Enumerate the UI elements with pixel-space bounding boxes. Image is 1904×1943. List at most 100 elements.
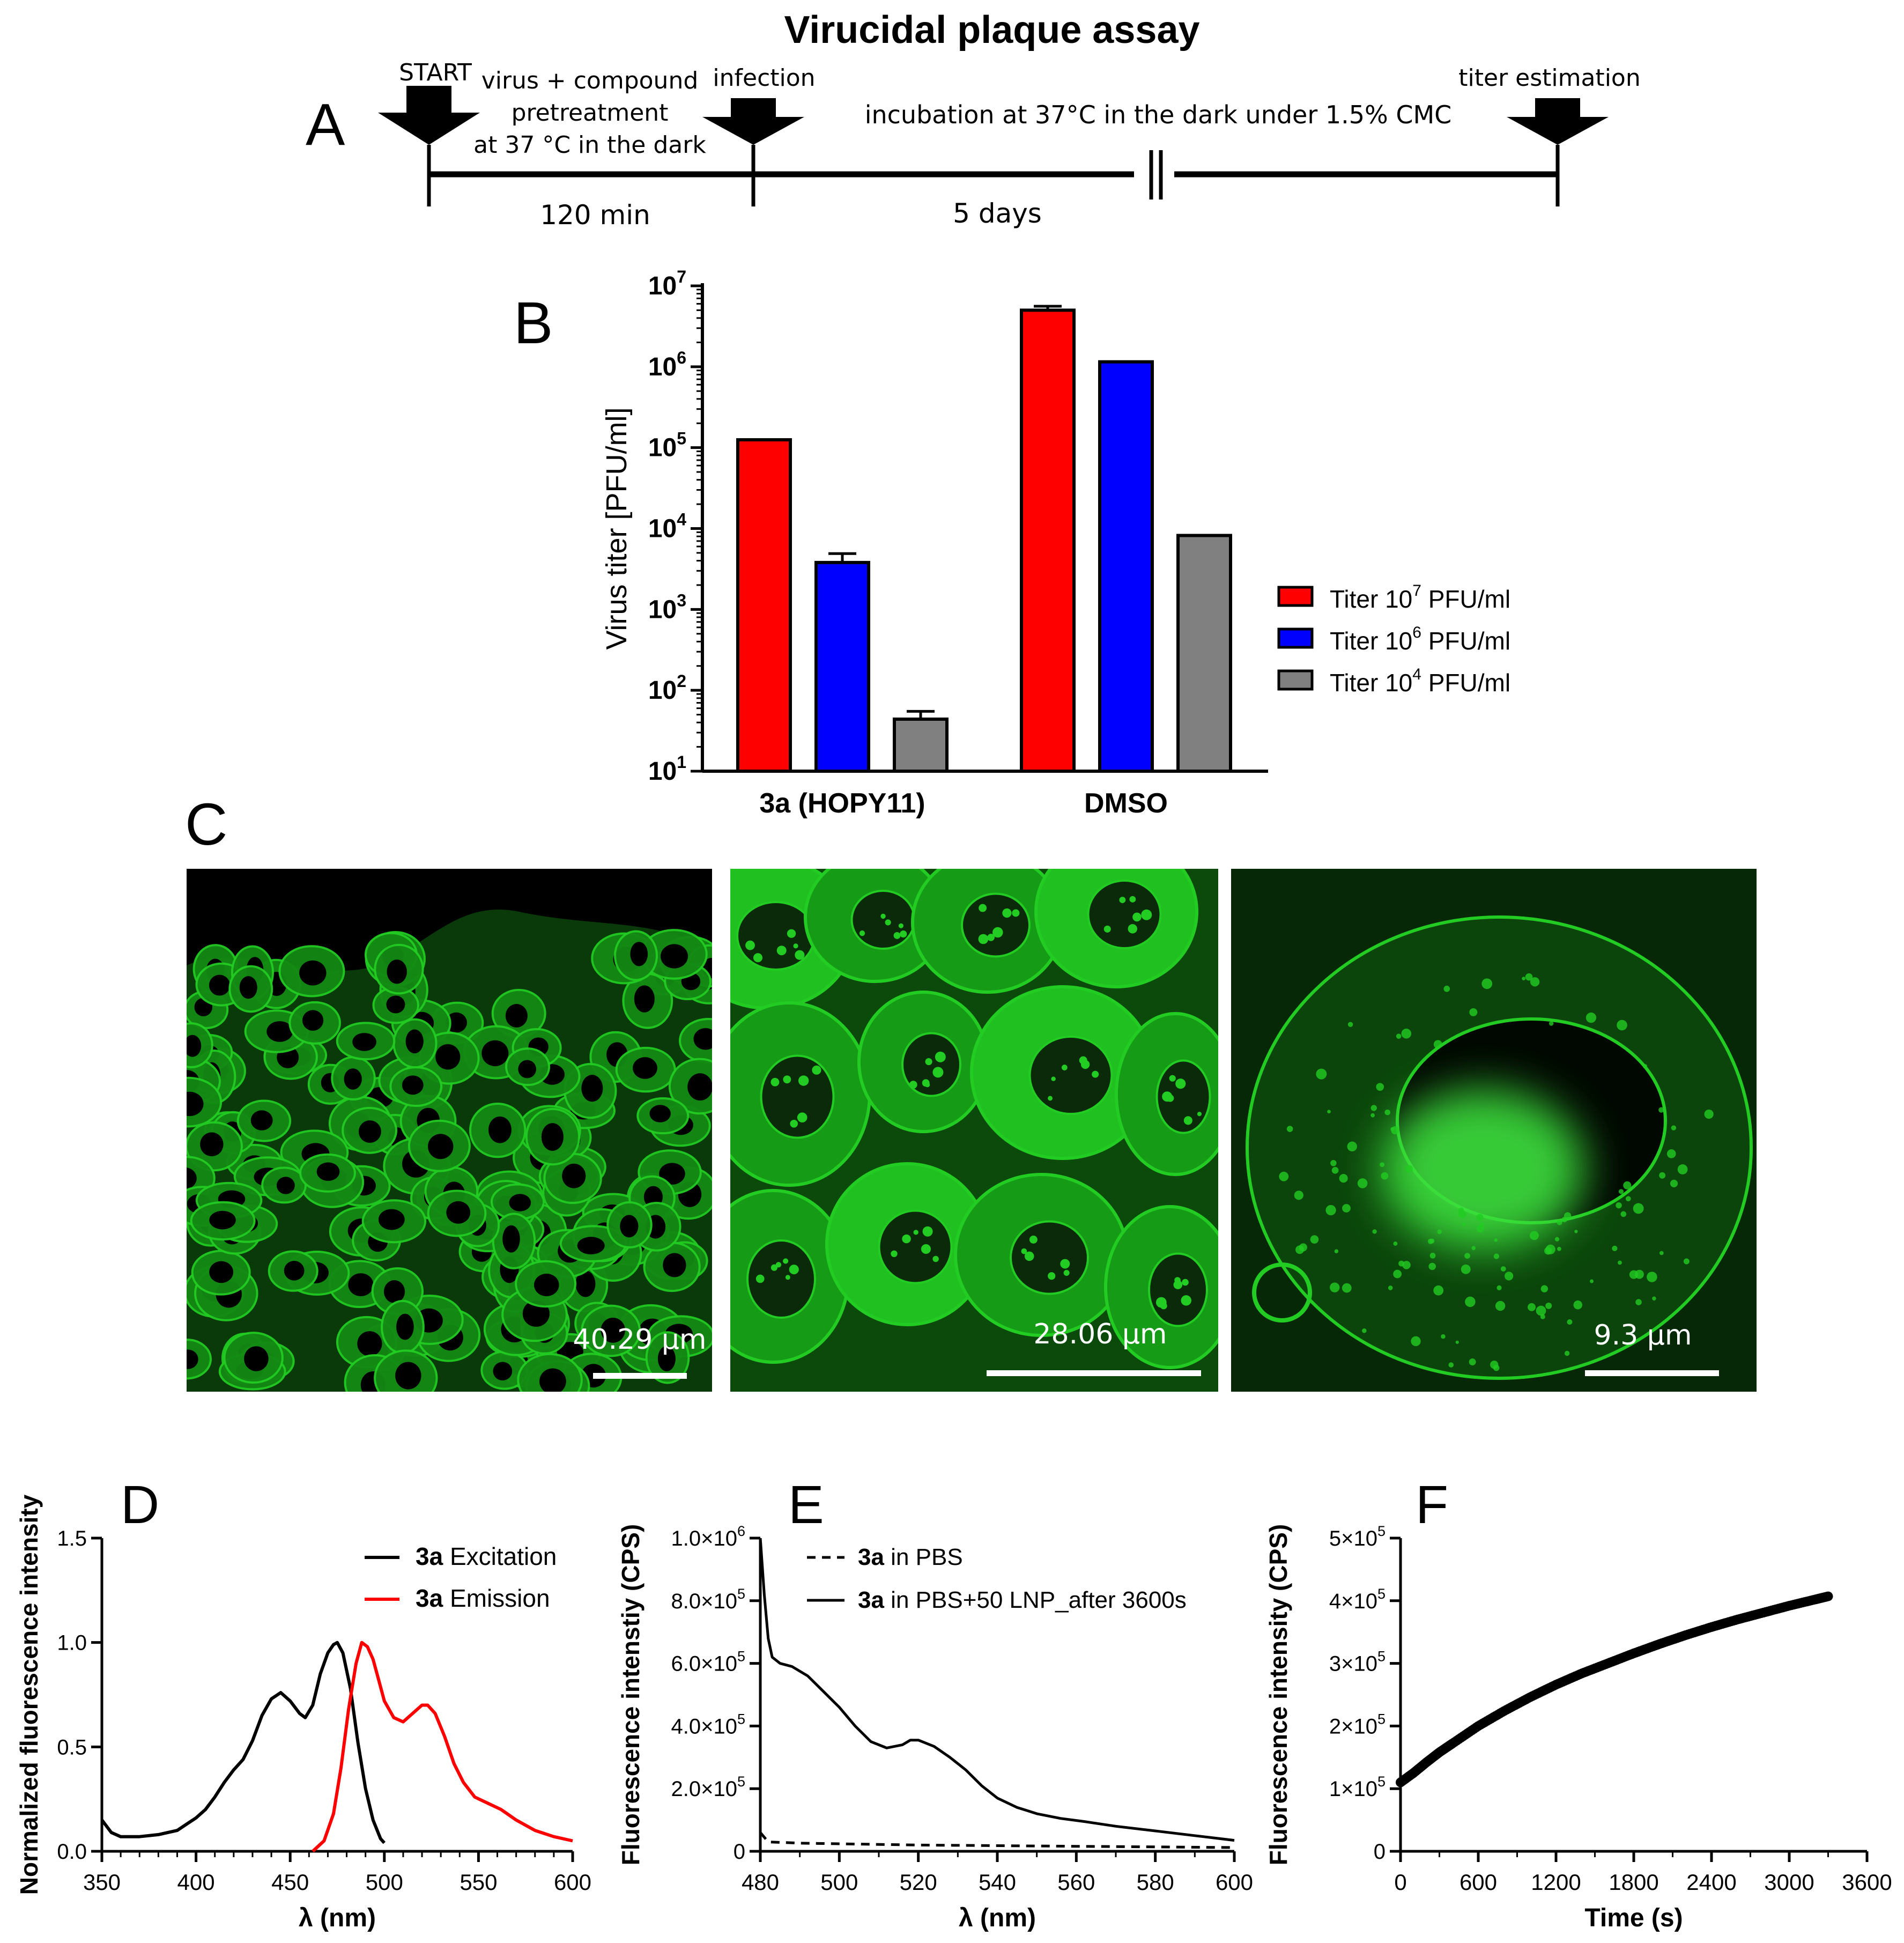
vesicle xyxy=(1612,1245,1618,1251)
legend-label-text: Emission xyxy=(443,1584,550,1612)
scale-label-1: 40.29 µm xyxy=(573,1324,707,1356)
cell-nucleus xyxy=(901,1032,961,1097)
legend-swatch xyxy=(1277,669,1314,691)
vesicle xyxy=(1564,1212,1572,1220)
legend-label-text: in PBS+50 LNP_after 3600s xyxy=(884,1587,1187,1613)
b-y-tick-base: 10 xyxy=(648,757,677,786)
vesicle xyxy=(1643,1064,1648,1069)
timeline-step-pretreatment-2: pretreatment xyxy=(512,99,669,127)
cell-nucleus xyxy=(502,1225,520,1253)
nucleolus xyxy=(1181,1295,1191,1306)
cell-nucleus xyxy=(562,1163,586,1188)
y-tick-label: 2.0×105 xyxy=(671,1774,746,1801)
b-y-tick-exp: 2 xyxy=(677,671,686,691)
x-tick-label: 480 xyxy=(742,1870,779,1895)
y-axis-label: Fluorescence intenstiy (CPS) xyxy=(617,1524,644,1866)
vesicle xyxy=(1401,1029,1412,1039)
vesicle xyxy=(1670,1179,1678,1187)
nucleolus xyxy=(885,919,891,926)
cell-nucleus xyxy=(187,1091,204,1117)
y-tick-exp: 5 xyxy=(737,1649,745,1665)
vesicle xyxy=(1633,1203,1644,1214)
cell-nucleus xyxy=(649,1105,671,1122)
nucleolus xyxy=(790,1119,798,1128)
y-tick-text: 6.0×10 xyxy=(671,1652,737,1676)
b-y-tick-base: 10 xyxy=(648,676,677,705)
cell-nucleus xyxy=(187,1035,202,1057)
panel-a: A START virus + compound pretreatment at… xyxy=(306,59,1641,231)
nucleolus xyxy=(1092,1070,1099,1078)
vesicle xyxy=(1618,1260,1622,1265)
vesicle xyxy=(1549,1021,1554,1026)
vesicle xyxy=(1557,1246,1561,1251)
nucleolus xyxy=(787,929,796,938)
nucleolus xyxy=(789,1265,799,1275)
cell-nucleus xyxy=(427,1134,454,1159)
y-tick-text: 3×10 xyxy=(1329,1652,1377,1676)
b-y-tick-label: 105 xyxy=(648,429,686,462)
nucleolus xyxy=(1162,1091,1173,1102)
vesicle xyxy=(1554,1237,1560,1242)
nucleolus xyxy=(1174,1277,1181,1283)
timeline-step-pretreatment-3: at 37 °C in the dark xyxy=(473,131,706,159)
vesicle xyxy=(1476,1214,1484,1221)
cell-nucleus xyxy=(250,1110,273,1131)
cell-nucleus xyxy=(693,1028,712,1050)
nucleolus xyxy=(1061,1065,1068,1070)
vesicle xyxy=(1299,1243,1307,1252)
cell-nucleus xyxy=(266,1021,293,1042)
nucleolus xyxy=(797,1112,807,1123)
bar xyxy=(736,438,792,773)
x-tick-label: 1200 xyxy=(1531,1870,1581,1895)
x-tick-label: 450 xyxy=(271,1870,309,1895)
chart-d: 350 400 450 500 550 600 0.0 0.5 1.0 1.5 λ (nm) Norm… xyxy=(15,1494,591,1932)
timeline-step-incubation: incubation at 37°C in the dark under 1.5… xyxy=(865,100,1452,129)
nucleolus xyxy=(1002,908,1012,918)
x-axis-label: Time (s) xyxy=(1584,1904,1683,1932)
y-tick-text: 4×10 xyxy=(1329,1590,1377,1613)
vesicle xyxy=(1704,1109,1714,1119)
vesicle xyxy=(1342,1283,1352,1293)
vesicle xyxy=(1396,1033,1402,1039)
vesicle xyxy=(1327,1110,1331,1114)
cell-nucleus xyxy=(200,1132,224,1157)
vesicle xyxy=(1536,1305,1546,1316)
vesicle xyxy=(1494,1238,1498,1242)
nucleolus xyxy=(1175,1078,1186,1089)
panel-label-f: F xyxy=(1416,1475,1448,1535)
legend-label-unit: PFU/ml xyxy=(1421,627,1510,655)
bar xyxy=(1098,360,1154,773)
vesicle xyxy=(1370,1105,1377,1111)
vesicle xyxy=(1659,1172,1666,1179)
y-axis-label: Fluorescence intensity (CPS) xyxy=(1264,1524,1292,1866)
nucleolus xyxy=(783,1075,791,1084)
vesicle xyxy=(1391,1126,1399,1135)
nucleolus xyxy=(1197,1112,1202,1117)
vesicle xyxy=(1458,1207,1464,1214)
vesicle xyxy=(1381,1172,1389,1180)
x-tick-label: 520 xyxy=(900,1870,937,1895)
x-axis-label: λ (nm) xyxy=(959,1904,1036,1932)
nucleolus xyxy=(1048,1272,1056,1280)
cell-nucleus xyxy=(445,1012,467,1033)
panel-label-d: D xyxy=(121,1475,159,1535)
vesicle xyxy=(1471,1246,1476,1251)
vesicle xyxy=(1540,1285,1549,1292)
vesicle xyxy=(1376,1083,1384,1091)
nucleolus xyxy=(921,1244,931,1254)
vesicle xyxy=(1380,1162,1385,1168)
vesicle xyxy=(1461,1264,1471,1274)
vesicle xyxy=(1683,1258,1690,1265)
vesicle xyxy=(1677,1164,1688,1174)
b-y-tick-exp: 7 xyxy=(677,267,686,286)
vesicle xyxy=(1339,1174,1348,1183)
vesicle xyxy=(1462,1222,1466,1227)
cell-nucleus xyxy=(505,1004,528,1028)
nucleolus xyxy=(902,1234,911,1244)
vesicle xyxy=(1443,985,1450,992)
x-tick-label: 3600 xyxy=(1842,1870,1892,1895)
cell-nucleus xyxy=(187,1168,197,1189)
y-tick-label: 8.0×105 xyxy=(671,1586,746,1613)
nucleolus xyxy=(898,923,903,928)
